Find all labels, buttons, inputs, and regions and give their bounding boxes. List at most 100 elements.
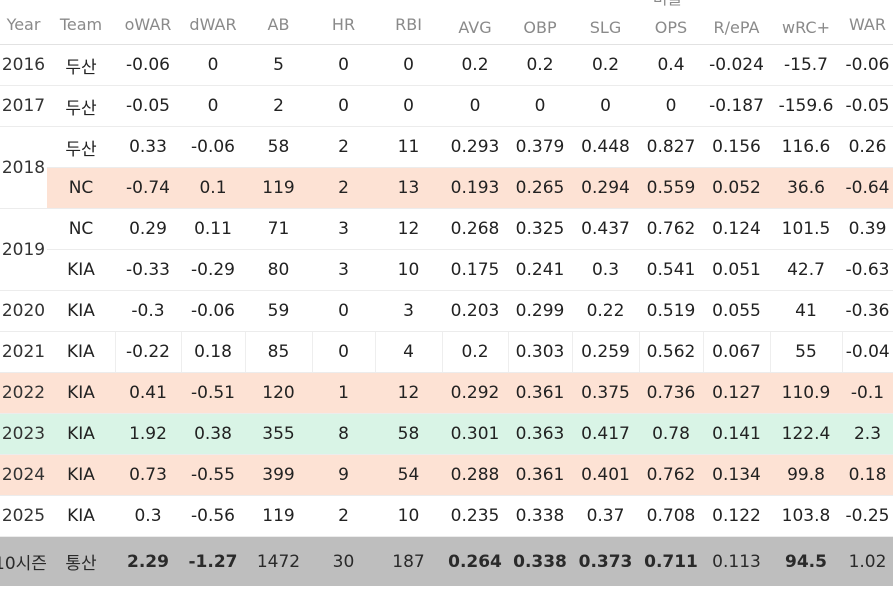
cell-dwar: -0.51 (181, 372, 245, 414)
cell-avg: 0.2 (441, 331, 508, 373)
col-header-ab[interactable]: AB (245, 12, 312, 45)
col-header-war[interactable]: WAR (842, 12, 893, 45)
cell-year: 2024 (0, 454, 47, 496)
total-wrc: 94.5 (770, 536, 842, 586)
col-header-rbi[interactable]: RBI (375, 12, 442, 45)
cell-rbi: 0 (375, 44, 442, 86)
cell-hr: 3 (312, 208, 375, 250)
cell-hr: 1 (312, 372, 375, 414)
col-header-hr[interactable]: HR (312, 12, 375, 45)
cell-repa: 0.052 (703, 167, 770, 209)
cell-avg: 0.288 (442, 454, 508, 496)
cell-team: KIA (47, 454, 115, 496)
cell-ab: 85 (244, 331, 312, 373)
cell-avg: 0.301 (442, 413, 508, 455)
col-header-slg[interactable]: SLG (572, 12, 639, 45)
cell-wrc: -159.6 (770, 85, 842, 127)
cell-hr: 2 (312, 126, 375, 168)
cell-ops: 0.736 (639, 372, 703, 414)
cell-year: 2020 (0, 290, 47, 332)
cell-ab: 5 (245, 44, 312, 86)
cell-owar: 0.73 (115, 454, 181, 496)
cell-owar: -0.33 (115, 249, 181, 291)
table-row: 2021 KIA -0.22 0.18 85 0 4 0.2 0.303 0.2… (0, 331, 893, 373)
col-header-repa[interactable]: R/ePA (703, 12, 770, 45)
cell-avg: 0.175 (442, 249, 508, 291)
cell-team: NC (47, 167, 115, 209)
table-row: 2022 KIA 0.41 -0.51 120 1 12 0.292 0.361… (0, 372, 893, 414)
cell-slg: 0.294 (572, 167, 639, 209)
table-row: KIA -0.33 -0.29 80 3 10 0.175 0.241 0.3 … (0, 249, 893, 291)
cell-slg: 0.3 (572, 249, 639, 291)
table-row: 2024 KIA 0.73 -0.55 399 9 54 0.288 0.361… (0, 454, 893, 496)
cell-rbi: 3 (375, 290, 442, 332)
cell-war: -0.36 (842, 290, 893, 332)
cell-hr: 0 (312, 44, 375, 86)
total-rbi: 187 (375, 536, 442, 586)
cell-slg: 0.22 (572, 290, 639, 332)
col-header-dwar[interactable]: dWAR (181, 12, 245, 45)
cell-dwar: -0.55 (181, 454, 245, 496)
cell-rbi: 12 (375, 372, 442, 414)
cell-repa: 0.055 (703, 290, 770, 332)
cell-rbi: 11 (375, 126, 442, 168)
cell-hr: 3 (312, 249, 375, 291)
cell-owar: 0.33 (115, 126, 181, 168)
cell-avg: 0.292 (442, 372, 508, 414)
col-header-owar[interactable]: oWAR (115, 12, 181, 45)
ratio-group-header: 비율 (653, 0, 682, 9)
total-slg: 0.373 (572, 536, 639, 586)
header-group-row: 비율 (0, 0, 893, 12)
total-dwar: -1.27 (181, 536, 245, 586)
cell-repa: 0.051 (703, 249, 770, 291)
cell-rbi: 54 (375, 454, 442, 496)
cell-hr: 0 (312, 85, 375, 127)
cell-rbi: 10 (375, 495, 442, 537)
cell-repa: 0.124 (703, 208, 770, 250)
cell-obp: 0.379 (508, 126, 572, 168)
cell-ops: 0.4 (639, 44, 703, 86)
cell-ab: 2 (245, 85, 312, 127)
cell-rbi: 0 (375, 85, 442, 127)
cell-repa: 0.141 (703, 413, 770, 455)
cell-dwar: -0.06 (181, 290, 245, 332)
cell-ops: 0.78 (639, 413, 703, 455)
col-header-year[interactable]: Year (0, 12, 47, 45)
total-ab: 1472 (245, 536, 312, 586)
cell-war: 0.18 (842, 454, 893, 496)
cell-avg: 0.293 (442, 126, 508, 168)
cell-year: 2016 (0, 44, 47, 86)
cell-wrc: 36.6 (770, 167, 842, 209)
cell-dwar: 0.11 (181, 208, 245, 250)
cell-obp: 0.361 (508, 454, 572, 496)
cell-ab: 355 (245, 413, 312, 455)
cell-wrc: 103.8 (770, 495, 842, 537)
col-header-team[interactable]: Team (47, 12, 115, 45)
cell-owar: -0.05 (115, 85, 181, 127)
cell-repa: 0.156 (703, 126, 770, 168)
cell-hr: 0 (312, 290, 375, 332)
cell-hr: 2 (312, 495, 375, 537)
cell-ab: 399 (245, 454, 312, 496)
col-header-ops[interactable]: OPS (639, 12, 703, 45)
cell-wrc: 101.5 (770, 208, 842, 250)
cell-war: -0.63 (842, 249, 893, 291)
cell-repa: 0.122 (703, 495, 770, 537)
total-label: 통산 (47, 536, 115, 586)
cell-wrc: 122.4 (770, 413, 842, 455)
col-header-avg[interactable]: AVG (442, 12, 508, 45)
total-avg: 0.264 (442, 536, 508, 586)
cell-team: 두산 (47, 85, 115, 127)
table-row: NC -0.74 0.1 119 2 13 0.193 0.265 0.294 … (0, 167, 893, 209)
cell-ab: 119 (245, 167, 312, 209)
cell-obp: 0.299 (508, 290, 572, 332)
cell-slg: 0.448 (572, 126, 639, 168)
cell-war: 0.26 (842, 126, 893, 168)
cell-ab: 71 (245, 208, 312, 250)
cell-year: 2025 (0, 495, 47, 537)
cell-avg: 0.203 (442, 290, 508, 332)
col-header-obp[interactable]: OBP (508, 12, 572, 45)
cell-repa: 0.127 (703, 372, 770, 414)
col-header-wrc[interactable]: wRC+ (770, 12, 842, 45)
